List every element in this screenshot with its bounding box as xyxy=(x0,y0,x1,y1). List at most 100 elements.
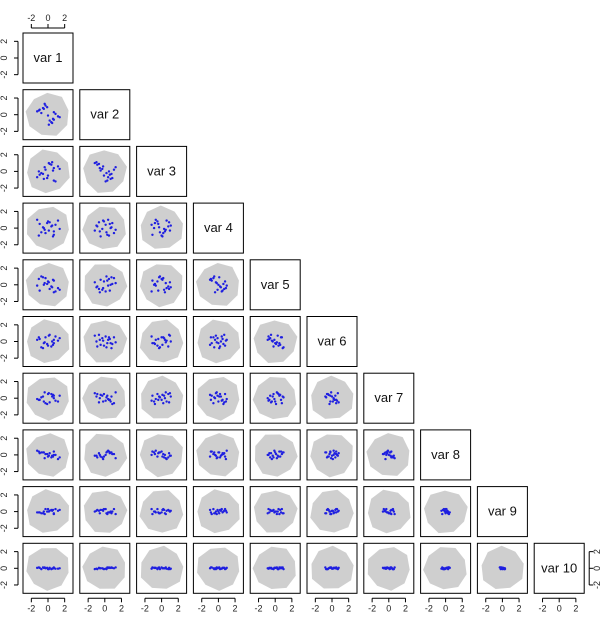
point xyxy=(107,234,111,237)
point xyxy=(222,510,225,513)
point xyxy=(52,291,56,294)
point xyxy=(162,402,165,405)
region xyxy=(255,434,298,477)
region xyxy=(26,377,69,421)
point xyxy=(213,512,217,515)
point xyxy=(276,510,279,513)
variable-name: var 1 xyxy=(34,50,63,65)
point xyxy=(442,507,446,511)
y-tick-label: -2 xyxy=(0,524,9,532)
point xyxy=(219,567,223,570)
point xyxy=(56,339,60,342)
x-tick-label: 2 xyxy=(573,603,578,613)
point xyxy=(219,340,223,343)
point xyxy=(97,162,101,166)
point xyxy=(112,507,116,511)
point xyxy=(273,338,276,342)
y-tick-label: -2 xyxy=(0,468,9,476)
point xyxy=(101,336,104,340)
point xyxy=(114,228,117,231)
point xyxy=(47,229,51,232)
point xyxy=(58,227,61,231)
x-tick-label: -2 xyxy=(27,13,35,23)
diagonal-box xyxy=(363,372,415,424)
point xyxy=(223,333,226,337)
point xyxy=(165,509,168,512)
point xyxy=(332,453,335,457)
point xyxy=(102,567,106,571)
point xyxy=(106,176,110,179)
point xyxy=(109,566,112,570)
x-tick-label: 0 xyxy=(102,603,107,613)
point xyxy=(216,394,219,397)
point xyxy=(384,451,387,454)
point xyxy=(47,123,51,126)
y-tick-label: -2 xyxy=(0,297,9,305)
point xyxy=(164,341,167,344)
point xyxy=(37,566,41,569)
point xyxy=(336,392,340,395)
point xyxy=(161,343,164,347)
y-tick-label: 2 xyxy=(0,549,9,554)
point xyxy=(213,338,217,342)
point xyxy=(167,225,170,228)
point xyxy=(48,119,51,122)
point xyxy=(37,277,41,281)
point xyxy=(46,280,50,283)
point xyxy=(393,566,396,569)
point xyxy=(279,450,283,453)
point xyxy=(277,507,280,511)
point xyxy=(441,512,444,516)
x-tick-label: 0 xyxy=(45,13,50,23)
point xyxy=(35,511,39,514)
x-tick-label: 2 xyxy=(346,603,351,613)
point xyxy=(52,230,56,233)
point xyxy=(163,230,167,233)
point xyxy=(58,167,61,171)
point xyxy=(213,453,217,457)
point xyxy=(45,176,49,180)
point xyxy=(162,508,166,512)
point xyxy=(98,567,102,570)
x-tick-label: 2 xyxy=(176,603,181,613)
point xyxy=(48,509,51,512)
point xyxy=(282,567,285,571)
point xyxy=(114,341,117,344)
point xyxy=(267,399,270,402)
point xyxy=(153,221,157,225)
point xyxy=(158,396,162,399)
point xyxy=(165,400,168,403)
point xyxy=(209,566,213,569)
point xyxy=(222,282,225,286)
point xyxy=(274,566,277,570)
point xyxy=(42,451,46,454)
variable-name: var 8 xyxy=(431,447,460,462)
point xyxy=(160,566,163,569)
x-tick-label: 0 xyxy=(273,603,278,613)
region xyxy=(140,205,183,249)
point xyxy=(219,509,223,512)
region xyxy=(82,206,126,249)
point xyxy=(50,340,54,343)
point xyxy=(163,567,167,570)
point xyxy=(213,291,217,294)
point xyxy=(156,344,159,347)
point xyxy=(277,392,280,396)
point xyxy=(156,507,159,511)
point xyxy=(35,284,39,287)
point xyxy=(326,455,330,458)
x-tick-label: -2 xyxy=(27,603,35,613)
point xyxy=(157,222,160,226)
point xyxy=(162,394,166,397)
point xyxy=(222,402,225,406)
point xyxy=(163,397,167,400)
point xyxy=(46,567,50,571)
point xyxy=(104,335,107,338)
point xyxy=(169,395,172,398)
point xyxy=(54,180,57,183)
point xyxy=(273,397,276,401)
y-tick-label: 0 xyxy=(0,509,9,514)
point xyxy=(105,171,108,175)
diagonal-box xyxy=(136,145,188,197)
point xyxy=(45,106,49,109)
